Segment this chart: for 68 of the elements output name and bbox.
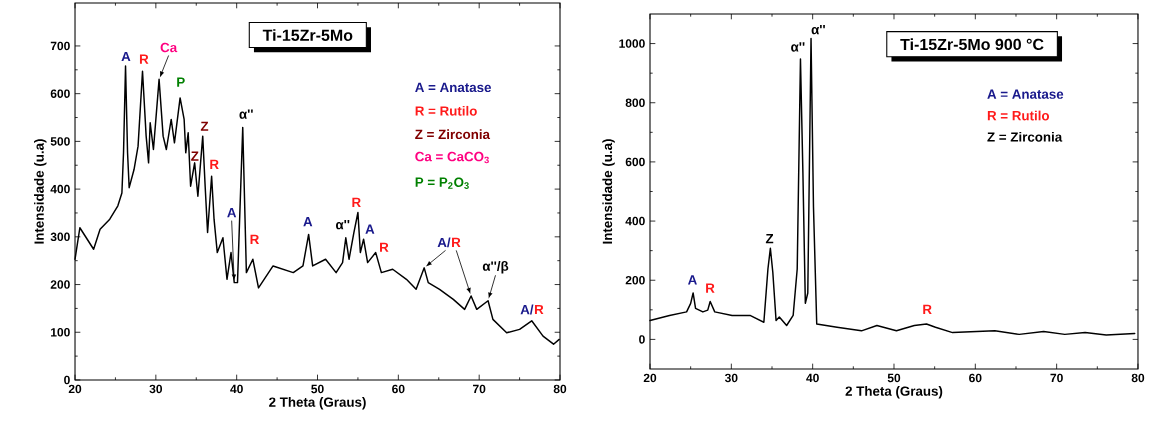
annotation: α''	[791, 42, 805, 52]
y-tick-label: 1000	[619, 39, 645, 48]
x-tick-label: 50	[887, 373, 901, 383]
x-tick-label: 70	[473, 384, 486, 394]
x-tick-label: 30	[149, 384, 163, 394]
text: Ti-15Zr-5Mo	[262, 29, 353, 41]
x-tick-label: 40	[230, 384, 243, 394]
y-axis-title: Intensidade (u.a)	[34, 139, 47, 244]
annotation: A = Anatase	[415, 82, 491, 93]
annotation: α''/β	[482, 261, 509, 274]
y-tick-label: 500	[50, 137, 70, 146]
y-tick-label: 200	[625, 275, 645, 285]
y-tick-label: 600	[625, 157, 645, 167]
y-tick-label: 600	[50, 89, 70, 98]
y-tick-label: 400	[625, 216, 645, 226]
annotation: Ca = CaCO$_{3}$	[415, 151, 489, 164]
x-tick-label: 70	[1050, 373, 1063, 383]
annotation: Z	[200, 121, 209, 131]
x-tick-label: 30	[724, 373, 738, 383]
y-tick-label: 800	[625, 98, 645, 107]
y-axis-title: Intensidade (u.a)	[602, 139, 615, 244]
annotation: R	[706, 283, 715, 293]
x-tick-label: 80	[1131, 373, 1145, 383]
annotation: Ca	[160, 42, 178, 53]
annotation: A	[121, 51, 131, 62]
x-tick-label: 20	[68, 384, 82, 394]
y-tick-label: 0	[64, 375, 70, 385]
x-tick-label: 50	[311, 384, 324, 394]
x-tick-label: 40	[806, 373, 819, 383]
annotation: R	[250, 234, 260, 244]
annotation: Z = Zirconia	[415, 129, 491, 140]
annotation: R	[352, 197, 361, 208]
annotation: Z	[765, 234, 774, 244]
annotation: A	[687, 275, 697, 285]
annotation: α''	[239, 109, 253, 119]
annotation: R	[923, 304, 932, 314]
annotation: Z	[191, 151, 199, 161]
annotation: R	[210, 159, 219, 169]
annotation: A/	[520, 304, 534, 315]
annotation: A	[365, 224, 375, 234]
annotation: A = Anatase	[987, 89, 1064, 99]
annotation: A	[227, 208, 237, 218]
annotation: A/	[437, 237, 451, 248]
x-tick-label: 60	[392, 384, 405, 394]
annotation: Z = Zirconia	[987, 131, 1063, 142]
y-tick-label: 700	[50, 41, 70, 51]
text: Ti-15Zr-5Mo 900 °C	[900, 38, 1044, 51]
y-tick-label: 100	[51, 328, 70, 337]
y-tick-label: 0	[639, 335, 645, 344]
x-tick-label: 60	[969, 373, 982, 383]
x-axis-title: 2 Theta (Graus)	[269, 397, 366, 410]
annotation: R	[380, 242, 389, 252]
annotation: R = Rutilo	[415, 105, 477, 116]
annotation: R	[452, 237, 461, 247]
x-axis-title: 2 Theta (Graus)	[845, 386, 943, 399]
x-tick-label: 20	[643, 373, 657, 383]
annotation: R = Rutilo	[987, 110, 1050, 121]
annotation: R	[534, 304, 544, 315]
x-tick-label: 80	[553, 384, 567, 394]
annotation: α''	[811, 24, 825, 35]
y-tick-label: 400	[50, 184, 70, 194]
annotation: α''	[335, 220, 350, 230]
annotation: A	[303, 217, 313, 227]
annotation: P = P$_{2}$O$_{3}$	[415, 177, 469, 189]
y-tick-label: 300	[50, 232, 70, 242]
annotation: P	[177, 77, 185, 87]
y-tick-label: 200	[50, 280, 70, 289]
annotation: R	[139, 54, 149, 64]
